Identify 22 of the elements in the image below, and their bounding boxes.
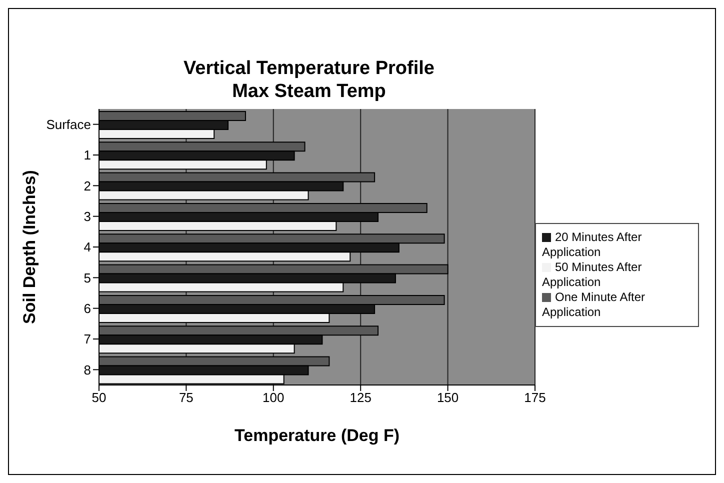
x-tick-label: 175 — [524, 390, 546, 406]
x-tick-label: 75 — [178, 390, 194, 406]
y-tick-label: 5 — [84, 270, 91, 286]
x-tick-label: 50 — [92, 390, 106, 406]
y-tick-label: 4 — [84, 240, 91, 255]
chart-title: Vertical Temperature Profile — [182, 57, 436, 80]
y-tick-label: 3 — [84, 208, 91, 224]
x-axis-title: Temperature (Deg F) — [234, 426, 400, 445]
y-tick-label: 1 — [84, 148, 91, 163]
y-tick-label: 7 — [84, 332, 91, 347]
x-tick-label: 150 — [436, 390, 459, 406]
legend-label: 50 Minutes After Application — [542, 260, 642, 289]
y-tick-label: Surface — [46, 116, 91, 132]
legend-label: One Minute After Application — [542, 290, 646, 319]
y-tick-label: 2 — [84, 178, 91, 194]
x-tick-label: 125 — [350, 390, 372, 406]
y-axis-title: Soil Depth (Inches) — [20, 170, 40, 324]
chart-subtitle: Max Steam Temp — [231, 80, 387, 103]
legend-label: 20 Minutes After Application — [542, 230, 642, 259]
y-tick-label: 6 — [84, 300, 91, 316]
x-tick-label: 100 — [262, 390, 284, 406]
y-tick-label: 8 — [84, 362, 91, 378]
